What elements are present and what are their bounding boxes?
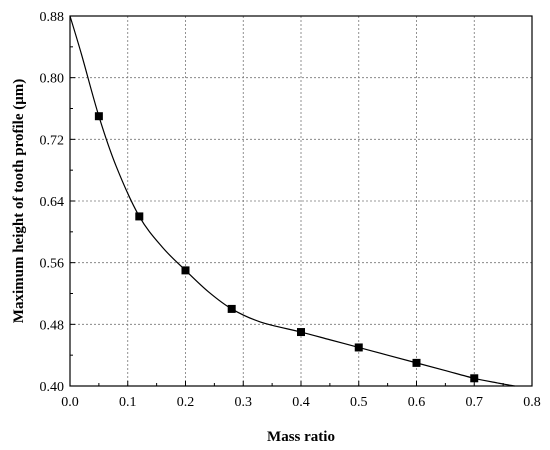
y-tick-label: 0.64	[40, 195, 65, 210]
x-axis-title: Mass ratio	[267, 429, 335, 445]
x-tick-label: 0.4	[292, 395, 310, 410]
x-tick-label: 0.1	[119, 395, 137, 410]
y-axis-title: Maximum height of tooth profile (μm)	[11, 79, 27, 323]
x-tick-label: 0.8	[523, 395, 541, 410]
y-tick-labels: 0.40 0.48 0.56 0.64 0.72 0.80 0.88	[40, 10, 65, 395]
x-tick-labels: 0.0 0.1 0.2 0.3 0.4 0.5 0.6 0.7 0.8	[61, 395, 541, 410]
data-point-marker	[297, 328, 305, 337]
data-point-marker	[94, 112, 103, 121]
x-tick-label: 0.2	[177, 395, 195, 410]
y-tick-label: 0.88	[40, 10, 65, 25]
axis-ticks	[69, 15, 533, 387]
data-point-marker	[227, 304, 236, 313]
data-point-marker	[135, 212, 144, 221]
grid-lines	[70, 16, 532, 386]
y-tick-label: 0.72	[40, 133, 65, 148]
data-point-marker	[470, 374, 479, 383]
data-point-marker	[354, 343, 363, 352]
x-tick-label: 0.0	[61, 395, 79, 410]
y-tick-label: 0.80	[40, 72, 65, 87]
series-markers	[94, 112, 479, 383]
y-tick-label: 0.56	[40, 257, 65, 272]
x-tick-label: 0.3	[235, 395, 253, 410]
x-tick-label: 0.6	[408, 395, 426, 410]
data-point-marker	[412, 358, 421, 367]
y-tick-label: 0.40	[40, 380, 65, 395]
series-line	[69, 15, 515, 387]
y-tick-label: 0.48	[40, 318, 65, 333]
x-tick-label: 0.7	[466, 395, 484, 410]
x-tick-label: 0.5	[350, 395, 368, 410]
data-point-marker	[181, 266, 190, 275]
